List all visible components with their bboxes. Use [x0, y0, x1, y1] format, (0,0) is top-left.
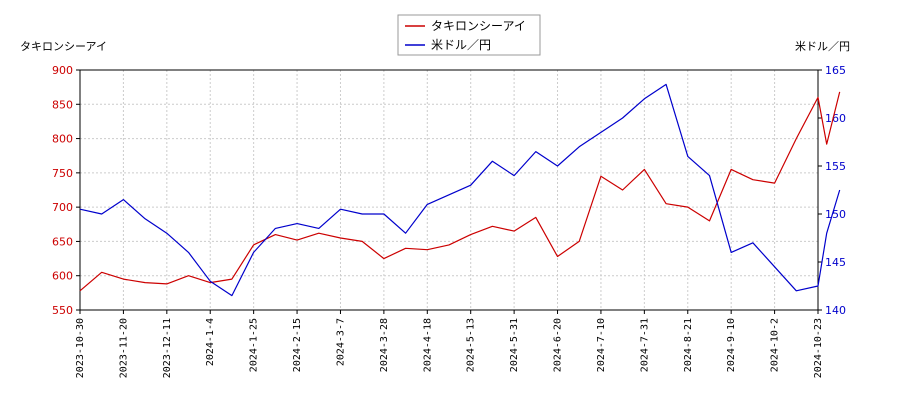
left-axis-title: タキロンシーアイ — [20, 40, 107, 53]
x-tick-label: 2024-1-4 — [205, 318, 216, 366]
left-tick-label: 550 — [52, 304, 73, 317]
legend-box — [397, 14, 541, 56]
left-tick-label: 600 — [52, 270, 73, 283]
right-y-axis: 140 145 150 155 160 165 — [818, 64, 846, 317]
right-tick-label: 160 — [825, 112, 846, 125]
right-tick-label: 150 — [825, 208, 846, 221]
right-tick-label: 140 — [825, 304, 846, 317]
right-tick-label: 155 — [825, 160, 846, 173]
right-tick-label: 145 — [825, 256, 846, 269]
x-tick-label: 2024-7-10 — [596, 318, 607, 372]
x-tick-label: 2024-10-2 — [770, 318, 781, 372]
legend-label-series-1: 米ドル／円 — [431, 38, 491, 52]
legend-label-series-0: タキロンシーアイ — [431, 19, 526, 33]
x-tick-label: 2024-2-15 — [292, 318, 303, 372]
x-tick-label: 2024-6-20 — [553, 318, 564, 372]
x-tick-label: 2024-7-31 — [639, 318, 650, 372]
x-tick-label: 2023-12-11 — [162, 318, 173, 378]
series-line-1 — [79, 83, 841, 297]
x-tick-label: 2024-3-28 — [379, 318, 390, 372]
left-y-axis: 550 600 650 700 750 800 850 900 — [52, 64, 80, 317]
x-tick-label: 2024-5-31 — [509, 318, 520, 372]
x-tick-label: 2024-8-21 — [683, 318, 694, 372]
left-tick-label: 800 — [52, 133, 73, 146]
x-tick-label: 2024-9-10 — [726, 318, 737, 372]
legend: タキロンシーアイ 米ドル／円 — [397, 14, 541, 56]
grid — [79, 69, 819, 311]
x-tick-label: 2024-5-13 — [466, 318, 477, 372]
right-axis-title: 米ドル／円 — [795, 40, 850, 53]
x-tick-label: 2024-3-7 — [335, 318, 346, 366]
x-tick-label: 2024-4-18 — [422, 318, 433, 372]
x-tick-label: 2023-10-30 — [75, 318, 86, 378]
x-tick-label: 2024-10-23 — [813, 318, 824, 378]
left-tick-label: 850 — [52, 98, 73, 111]
x-tick-label: 2023-11-20 — [118, 318, 129, 378]
right-tick-label: 165 — [825, 64, 846, 77]
series-layer — [79, 83, 841, 297]
left-tick-label: 650 — [52, 235, 73, 248]
plot-area-frame — [79, 69, 819, 311]
left-tick-label: 900 — [52, 64, 73, 77]
series-line-0 — [79, 91, 841, 292]
left-tick-label: 750 — [52, 167, 73, 180]
left-tick-label: 700 — [52, 201, 73, 214]
x-axis: 2023-10-30 2023-11-20 2023-12-11 2024-1-4 20… — [75, 310, 824, 378]
x-tick-label: 2024-1-25 — [249, 318, 260, 372]
